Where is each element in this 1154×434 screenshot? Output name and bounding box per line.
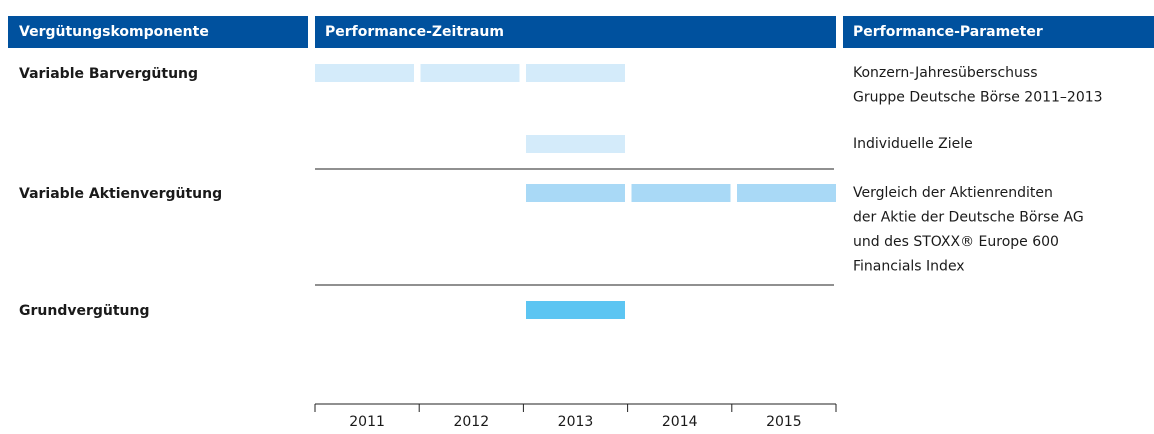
period-bar	[420, 64, 520, 82]
period-bar	[737, 184, 836, 202]
row-label: Variable Aktienvergütung	[19, 186, 222, 202]
header-text: Performance-Parameter	[853, 24, 1043, 40]
header-text: Vergütungskomponente	[19, 24, 209, 40]
year-label: 2013	[558, 414, 594, 430]
period-bar	[526, 301, 625, 319]
parameter-text: Financials Index	[853, 259, 965, 275]
year-label: 2014	[662, 414, 698, 430]
period-bar	[315, 64, 414, 82]
parameter-text: und des STOXX® Europe 600	[853, 234, 1059, 250]
period-bar	[526, 64, 625, 82]
header-cell	[843, 16, 1154, 48]
parameter-text: der Aktie der Deutsche Börse AG	[853, 210, 1084, 226]
parameter-text: Konzern-Jahresüberschuss	[853, 65, 1038, 81]
parameter-text: Individuelle Ziele	[853, 136, 973, 152]
year-label: 2012	[453, 414, 489, 430]
row-label: Grundvergütung	[19, 303, 150, 319]
parameter-text: Vergleich der Aktienrenditen	[853, 185, 1053, 201]
header-text: Performance-Zeitraum	[325, 24, 504, 40]
parameter-text: Gruppe Deutsche Börse 2011–2013	[853, 90, 1103, 106]
header-cell	[315, 16, 836, 48]
year-label: 2011	[349, 414, 385, 430]
header-cell	[8, 16, 308, 48]
row-label: Variable Barvergütung	[19, 66, 198, 82]
year-label: 2015	[766, 414, 802, 430]
period-bar	[631, 184, 731, 202]
period-bar	[526, 184, 625, 202]
period-bar	[526, 135, 625, 153]
